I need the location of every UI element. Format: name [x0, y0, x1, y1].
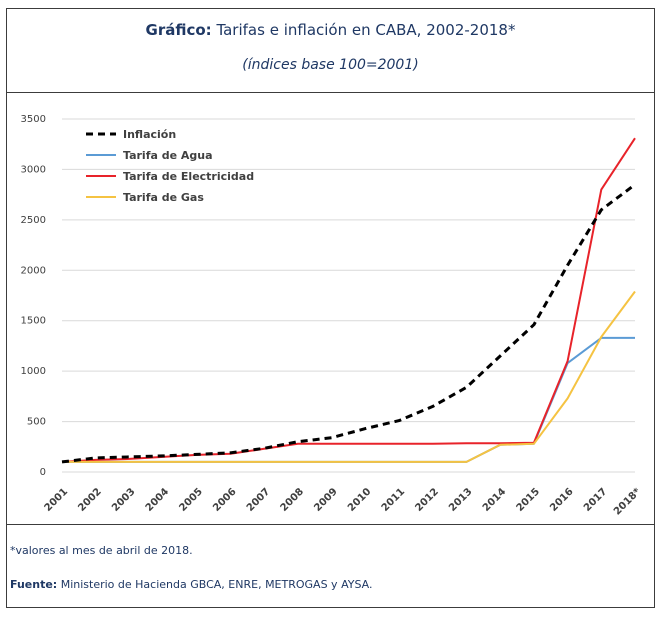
inflation-line: [61, 183, 636, 464]
title-text: Tarifas e inflación en CABA, 2002-2018*: [211, 21, 516, 39]
x-tick-label: 2006: [211, 486, 238, 513]
gas-tariff-line: [62, 290, 636, 463]
chart-subtitle: (índices base 100=2001): [242, 57, 419, 73]
x-tick-label: 2007: [245, 486, 272, 513]
y-tick-label: 1000: [21, 366, 46, 377]
legend-label: Tarifa de Agua: [123, 149, 213, 162]
title-prefix: Gráfico:: [145, 21, 212, 39]
footnote: *valores al mes de abril de 2018.: [10, 544, 193, 557]
y-tick-label: 0: [40, 467, 46, 478]
legend-label: Inflación: [123, 128, 176, 141]
x-tick-label: 2008: [279, 486, 306, 513]
line-chart: 0 500 1000 1500 2000 2500 3000 3500 2001 2002 2003…: [21, 114, 644, 518]
x-tick-label: 2015: [515, 486, 542, 513]
x-tick-label: 2012: [413, 486, 440, 513]
chart-header: Gráfico: Tarifas e inflación en CABA, 20…: [7, 9, 654, 93]
chart-footer: *valores al mes de abril de 2018. Fuente…: [7, 525, 654, 609]
source-label: Fuente:: [10, 578, 58, 591]
x-tick-label: 2011: [380, 486, 407, 513]
x-tick-label: 2013: [447, 486, 474, 513]
x-tick-label: 2016: [548, 486, 575, 513]
x-tick-label: 2014: [481, 486, 508, 513]
source-line: Fuente: Ministerio de Hacienda GBCA, ENR…: [10, 578, 372, 591]
y-tick-label: 500: [27, 417, 46, 428]
x-tick-label: 2017: [582, 486, 609, 513]
x-tick-label: 2009: [312, 486, 339, 513]
y-tick-label: 1500: [21, 316, 46, 327]
x-tick-label: 2003: [110, 486, 137, 513]
source-text: Ministerio de Hacienda GBCA, ENRE, METRO…: [57, 578, 373, 591]
x-tick-label: 2005: [177, 486, 204, 513]
electricity-tariff-line: [61, 137, 636, 463]
chart-title: Gráfico: Tarifas e inflación en CABA, 20…: [7, 21, 654, 39]
y-tick-label: 2000: [21, 265, 46, 276]
x-tick-label: 2004: [144, 486, 171, 513]
x-tick-label: 2018*: [612, 486, 644, 518]
chart-frame: Gráfico: Tarifas e inflación en CABA, 20…: [6, 8, 655, 608]
x-tick-label: 2010: [346, 486, 373, 513]
x-tick-label: 2002: [76, 486, 103, 513]
y-tick-label: 2500: [21, 215, 46, 226]
legend-label: Tarifa de Gas: [123, 191, 204, 204]
legend-label: Tarifa de Electricidad: [123, 170, 254, 183]
y-tick-label: 3500: [21, 114, 46, 125]
chart-area: 0 500 1000 1500 2000 2500 3000 3500 2001 2002 2003…: [7, 93, 654, 525]
y-tick-label: 3000: [21, 164, 46, 175]
x-tick-label: 2001: [43, 486, 70, 513]
